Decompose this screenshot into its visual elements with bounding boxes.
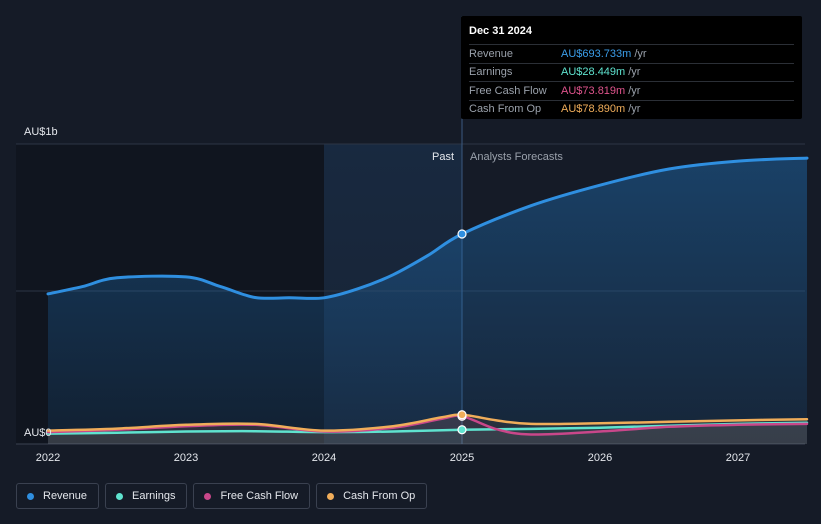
tooltip-label: Revenue [469, 47, 514, 60]
tooltip-row-free-cash-flow: Free Cash Flow AU$73.819m /yr [469, 81, 794, 100]
tooltip-value: AU$73.819m [561, 84, 626, 97]
series-marker-earnings [457, 425, 467, 435]
x-tick-label: 2023 [174, 452, 198, 464]
series-line-revenue [46, 156, 809, 300]
legend-item-free-cash-flow[interactable]: Free Cash Flow [193, 483, 311, 509]
y-tick-label: AU$0 [24, 427, 52, 439]
legend-item-revenue[interactable]: Revenue [16, 483, 100, 509]
series-line-cash-from-op [46, 413, 809, 432]
tooltip-row-revenue: Revenue AU$693.733m /yr [469, 44, 794, 63]
tooltip-row-earnings: Earnings AU$28.449m /yr [469, 62, 794, 82]
legend-dot-icon [327, 492, 335, 500]
tooltip-unit: /yr [634, 47, 647, 60]
x-tick-label: 2027 [726, 452, 750, 464]
x-tick-label: 2024 [312, 452, 336, 464]
legend-dot-icon [204, 492, 212, 500]
series-marker-cash-from-op [457, 410, 467, 420]
tooltip-date: Dec 31 2024 [469, 25, 532, 37]
tooltip: Dec 31 2024 Revenue AU$693.733m /yr Earn… [461, 16, 802, 119]
series-marker-revenue [457, 229, 467, 239]
legend-label: Revenue [43, 490, 88, 502]
legend-item-cash-from-op[interactable]: Cash From Op [316, 483, 428, 509]
tooltip-label: Cash From Op [469, 103, 542, 116]
legend-label: Free Cash Flow [220, 490, 299, 502]
tooltip-unit: /yr [628, 66, 641, 79]
region-label-forecast: Analysts Forecasts [470, 151, 563, 163]
legend: Revenue Earnings Free Cash Flow Cash Fro… [16, 483, 428, 509]
series-area-cash-from-op [48, 414, 807, 444]
x-tick-label: 2025 [450, 452, 474, 464]
x-tick-label: 2022 [36, 452, 60, 464]
legend-item-earnings[interactable]: Earnings [105, 483, 188, 509]
revenue-area [48, 158, 807, 444]
x-tick-label: 2026 [588, 452, 612, 464]
legend-label: Cash From Op [343, 490, 416, 502]
legend-label: Earnings [132, 490, 176, 502]
tooltip-unit: /yr [628, 84, 641, 97]
tooltip-row-cash-from-op: Cash From Op AU$78.890m /yr [469, 99, 794, 119]
legend-dot-icon [116, 492, 124, 500]
tooltip-unit: /yr [628, 103, 641, 116]
tooltip-label: Free Cash Flow [469, 84, 547, 97]
region-label-past: Past [432, 151, 454, 163]
tooltip-value: AU$693.733m [561, 47, 632, 60]
tooltip-label: Earnings [469, 66, 513, 79]
tooltip-value: AU$28.449m [561, 66, 626, 79]
tooltip-value: AU$78.890m [561, 103, 626, 116]
y-tick-label: AU$1b [24, 126, 58, 138]
legend-dot-icon [27, 492, 34, 500]
